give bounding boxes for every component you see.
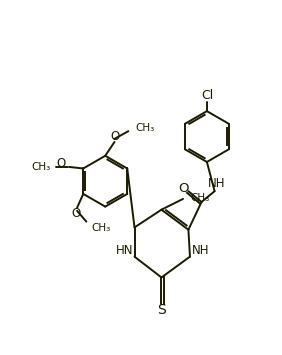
Text: CH₃: CH₃ <box>32 162 51 172</box>
Text: Cl: Cl <box>201 89 213 102</box>
Text: CH₃: CH₃ <box>191 193 210 203</box>
Text: O: O <box>72 207 81 220</box>
Text: CH₃: CH₃ <box>91 223 110 233</box>
Text: NH: NH <box>207 177 225 190</box>
Text: O: O <box>56 157 65 170</box>
Text: CH₃: CH₃ <box>135 123 155 133</box>
Text: HN: HN <box>115 244 133 257</box>
Text: S: S <box>157 303 166 317</box>
Text: O: O <box>178 182 188 195</box>
Text: O: O <box>111 130 120 143</box>
Text: NH: NH <box>191 244 209 257</box>
